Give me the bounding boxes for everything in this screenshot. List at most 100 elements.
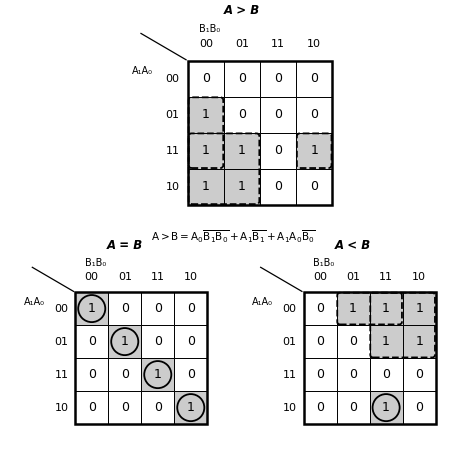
Text: 11: 11 bbox=[55, 370, 69, 380]
Text: 00: 00 bbox=[55, 304, 69, 313]
Text: B₁B₀: B₁B₀ bbox=[314, 258, 335, 268]
Text: 0: 0 bbox=[310, 180, 318, 193]
Bar bbox=[141, 358, 174, 391]
Text: 0: 0 bbox=[349, 368, 357, 381]
Bar bbox=[108, 292, 141, 325]
Text: 0: 0 bbox=[238, 72, 246, 85]
Text: 10: 10 bbox=[307, 39, 321, 49]
Text: 0: 0 bbox=[154, 302, 162, 315]
Text: 1: 1 bbox=[382, 335, 390, 348]
Text: 01: 01 bbox=[283, 337, 297, 347]
Text: A > B: A > B bbox=[224, 4, 260, 17]
Bar bbox=[336, 391, 370, 424]
Text: 0: 0 bbox=[121, 368, 129, 381]
Text: 00: 00 bbox=[199, 39, 213, 49]
Text: $\mathrm{A{>}B = A_0\overline{B_1}\overline{B_0} + A_1\overline{B_1} + A_1A_0\ov: $\mathrm{A{>}B = A_0\overline{B_1}\overl… bbox=[151, 229, 315, 245]
Bar bbox=[403, 325, 436, 358]
Text: 0: 0 bbox=[316, 401, 324, 414]
Text: 0: 0 bbox=[187, 368, 195, 381]
Bar bbox=[260, 61, 296, 96]
Bar bbox=[141, 292, 174, 325]
Bar bbox=[75, 292, 108, 325]
Text: 0: 0 bbox=[274, 108, 282, 121]
Text: 1: 1 bbox=[121, 335, 129, 348]
Bar bbox=[403, 292, 436, 325]
Text: 1: 1 bbox=[415, 335, 423, 348]
Bar bbox=[75, 391, 108, 424]
Text: 0: 0 bbox=[310, 72, 318, 85]
Text: 0: 0 bbox=[349, 401, 357, 414]
Text: 01: 01 bbox=[118, 272, 132, 282]
Text: 10: 10 bbox=[184, 272, 198, 282]
Text: 1: 1 bbox=[187, 401, 195, 414]
Bar bbox=[296, 169, 332, 205]
Bar bbox=[75, 358, 108, 391]
Text: 0: 0 bbox=[187, 335, 195, 348]
Bar bbox=[188, 96, 224, 133]
Text: A₁A₀: A₁A₀ bbox=[253, 297, 274, 307]
Text: 1: 1 bbox=[238, 180, 246, 193]
Bar bbox=[370, 358, 403, 391]
Text: 0: 0 bbox=[154, 335, 162, 348]
Bar bbox=[336, 292, 370, 325]
Text: 00: 00 bbox=[283, 304, 297, 313]
Text: 1: 1 bbox=[382, 302, 390, 315]
Bar bbox=[188, 61, 332, 205]
Text: 0: 0 bbox=[121, 302, 129, 315]
Text: A₁A₀: A₁A₀ bbox=[24, 297, 45, 307]
Text: 00: 00 bbox=[85, 272, 99, 282]
Text: 00: 00 bbox=[166, 73, 180, 83]
Text: 10: 10 bbox=[283, 403, 297, 413]
Bar bbox=[108, 391, 141, 424]
Text: 1: 1 bbox=[415, 302, 423, 315]
Text: 11: 11 bbox=[271, 39, 285, 49]
Bar bbox=[174, 391, 207, 424]
Bar bbox=[75, 292, 207, 424]
Bar bbox=[296, 96, 332, 133]
Text: 01: 01 bbox=[166, 110, 180, 120]
Text: 0: 0 bbox=[316, 335, 324, 348]
Bar bbox=[260, 169, 296, 205]
Text: 0: 0 bbox=[274, 144, 282, 157]
Bar bbox=[296, 61, 332, 96]
Text: A < B: A < B bbox=[335, 240, 371, 252]
Bar bbox=[303, 292, 436, 424]
Text: 1: 1 bbox=[310, 144, 318, 157]
Text: 0: 0 bbox=[274, 72, 282, 85]
Text: 0: 0 bbox=[187, 302, 195, 315]
Bar bbox=[303, 358, 336, 391]
Bar bbox=[336, 325, 370, 358]
Bar bbox=[224, 169, 260, 205]
Text: 1: 1 bbox=[154, 368, 162, 381]
Text: 01: 01 bbox=[346, 272, 360, 282]
Text: 0: 0 bbox=[88, 368, 96, 381]
Bar bbox=[370, 292, 403, 325]
Text: 0: 0 bbox=[88, 401, 96, 414]
Text: 0: 0 bbox=[310, 108, 318, 121]
Text: 11: 11 bbox=[166, 146, 180, 156]
Bar bbox=[141, 391, 174, 424]
Text: 0: 0 bbox=[88, 335, 96, 348]
Text: 1: 1 bbox=[88, 302, 96, 315]
Bar bbox=[108, 325, 141, 358]
Text: 10: 10 bbox=[166, 182, 180, 192]
Bar bbox=[188, 61, 224, 96]
Bar bbox=[224, 61, 260, 96]
Bar bbox=[370, 325, 403, 358]
Text: 0: 0 bbox=[415, 401, 423, 414]
Text: A = B: A = B bbox=[107, 240, 143, 252]
Bar bbox=[403, 358, 436, 391]
Bar bbox=[174, 325, 207, 358]
Bar bbox=[260, 133, 296, 169]
Bar bbox=[188, 133, 224, 169]
Text: 0: 0 bbox=[202, 72, 210, 85]
Text: 11: 11 bbox=[379, 272, 393, 282]
Text: 0: 0 bbox=[349, 335, 357, 348]
Text: 1: 1 bbox=[202, 144, 210, 157]
Bar bbox=[303, 325, 336, 358]
Bar bbox=[336, 358, 370, 391]
Text: 1: 1 bbox=[238, 144, 246, 157]
Text: 1: 1 bbox=[202, 180, 210, 193]
Text: 0: 0 bbox=[382, 368, 390, 381]
Text: A₁A₀: A₁A₀ bbox=[132, 66, 153, 76]
